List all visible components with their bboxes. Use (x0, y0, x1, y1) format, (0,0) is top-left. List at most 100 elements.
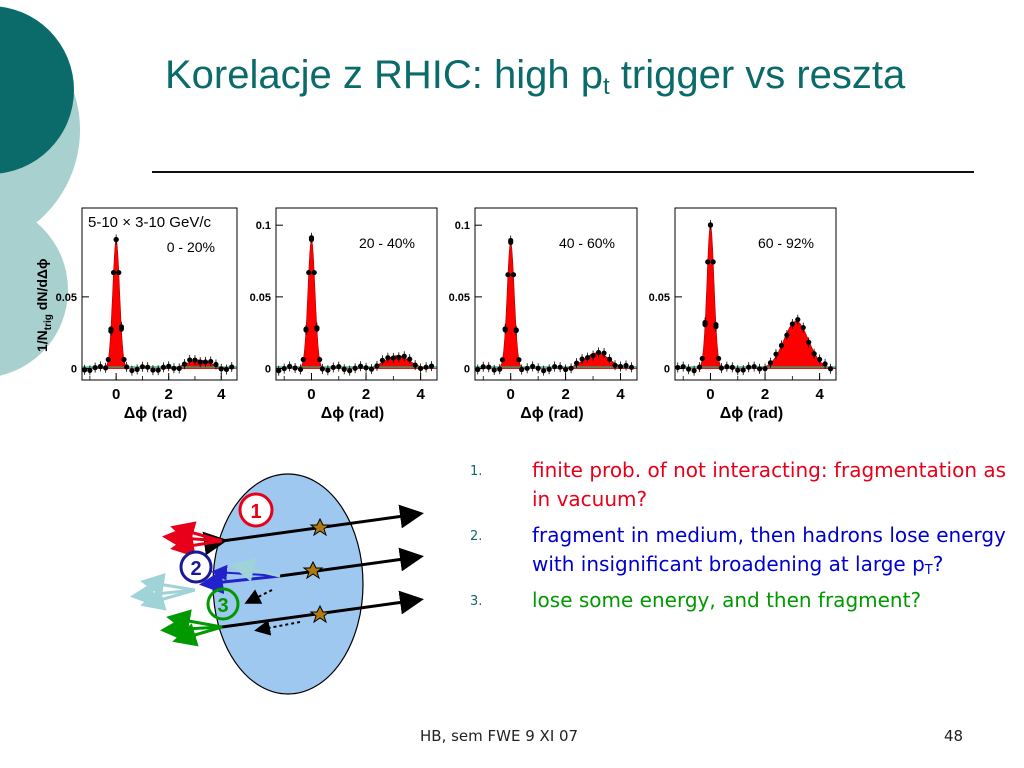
data-point (601, 350, 607, 356)
data-point (691, 368, 697, 374)
page-title: Korelacje z RHIC: high pt trigger vs res… (165, 53, 906, 100)
data-point (675, 364, 681, 371)
data-point (287, 363, 293, 370)
data-point (303, 326, 309, 332)
data-point (319, 366, 325, 372)
data-point (707, 222, 714, 228)
y-tick-label: 0 (265, 364, 271, 376)
data-point (401, 353, 407, 359)
x-tick-label: 0 (307, 386, 315, 403)
data-point (347, 368, 353, 374)
data-point (724, 364, 730, 370)
star-icon (302, 560, 324, 580)
label-circle-2 (179, 550, 213, 584)
x-tick-label: 4 (815, 386, 824, 403)
data-point (696, 364, 703, 370)
data-point (552, 363, 558, 370)
data-point (579, 356, 585, 362)
data-point (524, 365, 530, 371)
x-axis-label: Δϕ (rad) (124, 405, 188, 422)
y-tick-label: 0.1 (256, 220, 271, 232)
data-point (160, 364, 167, 370)
page-number: 48 (944, 727, 964, 745)
data-point (811, 351, 817, 357)
data-point (486, 364, 492, 370)
data-point (702, 322, 708, 328)
data-point (557, 364, 563, 370)
data-point (306, 269, 312, 276)
x-axis-label: Δϕ (rad) (321, 405, 385, 422)
centrality-label: 60 - 92% (758, 235, 814, 251)
x-axis-label: Δϕ (rad) (720, 405, 784, 422)
data-point (546, 366, 552, 372)
dotted-arrow-mid (244, 589, 273, 604)
data-point (197, 359, 203, 365)
label-circle-1 (238, 492, 274, 528)
data-point (300, 356, 306, 363)
data-point (297, 366, 304, 373)
plot-frame (81, 207, 238, 381)
y-tick-label: 0 (664, 364, 670, 376)
x-tick-label: 2 (165, 386, 173, 403)
data-point (171, 365, 177, 371)
data-point (314, 326, 320, 332)
plot-frame (474, 207, 638, 381)
bullet-text-2: fragment in medium, then hadrons lose en… (532, 523, 1006, 578)
data-point (756, 366, 763, 372)
y-tick-label: 0 (464, 364, 470, 376)
list-item: 3. lose some energy, and then fragment? (470, 586, 1015, 615)
svg-text:1/Ntrig dN/dΔϕ: 1/Ntrig dN/dΔϕ (34, 259, 54, 352)
data-point (568, 365, 574, 371)
data-point (412, 362, 418, 368)
x-tick-label: 4 (616, 386, 625, 403)
data-point (208, 358, 214, 365)
data-point (751, 363, 757, 370)
data-point (767, 360, 774, 366)
data-point (103, 365, 109, 371)
label-circle-3 (206, 587, 240, 621)
data-point (368, 366, 375, 372)
data-point (735, 367, 741, 373)
y-tick-label: 0.05 (649, 292, 670, 304)
y-tick-label: 0.05 (449, 292, 470, 304)
data-point (716, 355, 722, 362)
x-axis-label: Δϕ (rad) (520, 405, 584, 422)
data-point (218, 366, 224, 372)
data-point (713, 322, 719, 328)
data-point (519, 366, 525, 373)
data-point (778, 342, 785, 349)
data-point (740, 367, 746, 373)
data-point (336, 363, 342, 370)
data-point (276, 368, 282, 374)
data-point (584, 355, 591, 361)
data-point (202, 359, 209, 365)
data-point (396, 354, 402, 360)
data-point (590, 352, 596, 359)
x-tick-label: 2 (362, 386, 370, 403)
y-tick-label: 0.05 (250, 292, 271, 304)
medium-ellipse (212, 473, 364, 695)
data-point (341, 366, 347, 372)
x-tick-label: 4 (416, 386, 425, 403)
data-point (223, 366, 230, 373)
data-point (229, 364, 235, 370)
plot-frame (275, 207, 438, 381)
data-point (535, 365, 541, 371)
data-point (124, 364, 130, 370)
data-point (292, 365, 298, 371)
data-point (817, 356, 823, 362)
data-point (762, 366, 768, 372)
data-point (623, 362, 629, 369)
data-point (800, 324, 806, 331)
list-item: 2. fragment in medium, then hadrons lose… (470, 521, 1015, 579)
data-point (502, 327, 508, 333)
data-point (87, 367, 93, 373)
data-point (513, 327, 519, 333)
data-point (121, 356, 127, 363)
x-tick-label: 4 (217, 386, 226, 403)
star-icon (309, 604, 331, 624)
centrality-label: 0 - 20% (167, 239, 215, 255)
data-point (145, 364, 151, 370)
